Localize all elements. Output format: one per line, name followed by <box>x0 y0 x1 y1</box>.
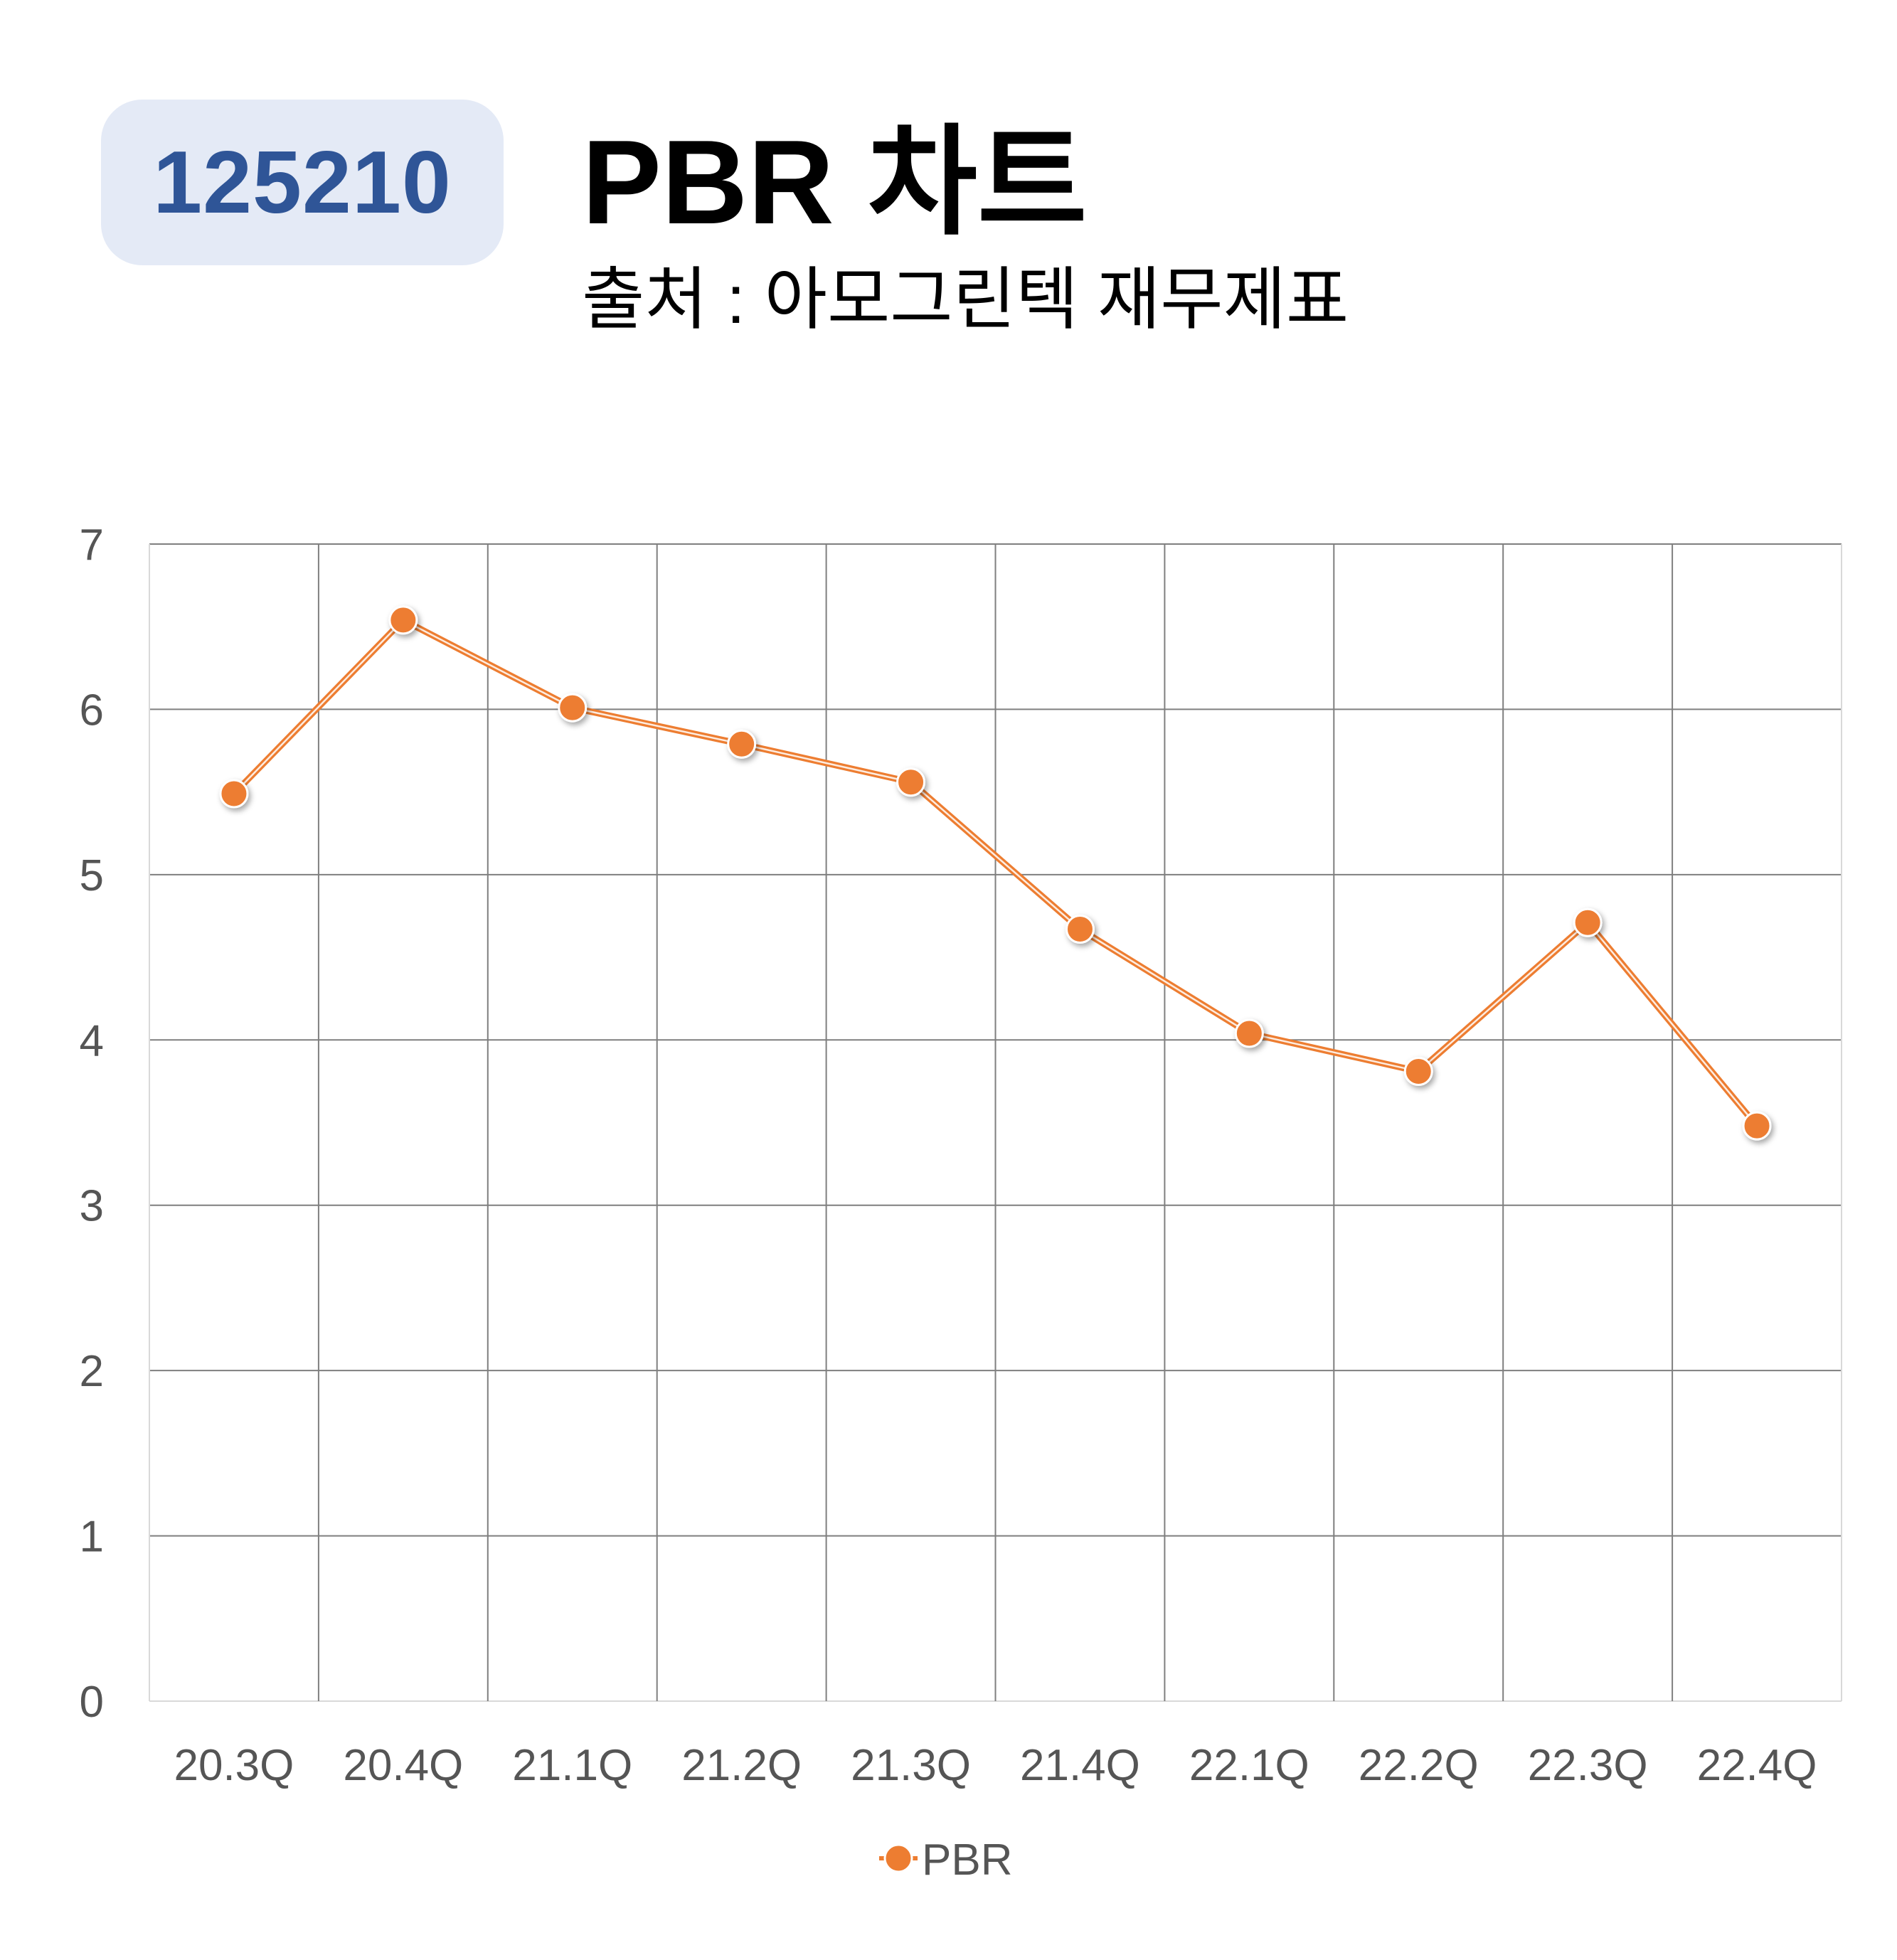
data-point <box>1573 907 1603 937</box>
legend: PBR <box>879 1836 1012 1885</box>
data-point <box>219 779 249 809</box>
y-tick-label: 0 <box>80 1678 104 1727</box>
data-point <box>1234 1018 1264 1048</box>
y-tick-label: 6 <box>80 686 104 735</box>
x-tick-label: 20.4Q <box>343 1741 463 1790</box>
data-point <box>727 729 757 759</box>
stock-code-badge: 125210 <box>101 100 504 265</box>
x-tick-label: 21.3Q <box>851 1741 971 1790</box>
data-point <box>1403 1056 1433 1086</box>
series-pbr <box>219 605 1772 1141</box>
legend-label: PBR <box>922 1836 1012 1885</box>
x-tick-label: 21.4Q <box>1020 1741 1140 1790</box>
chart-subtitle: 출처 : 아모그린텍 재무제표 <box>582 262 1349 338</box>
data-point <box>1065 915 1095 944</box>
y-tick-label: 1 <box>80 1513 104 1562</box>
chart-title: PBR 차트 <box>582 115 1088 249</box>
y-tick-label: 7 <box>80 521 104 570</box>
grid-lines <box>149 543 1842 1702</box>
y-tick-label: 4 <box>80 1016 104 1065</box>
legend-marker <box>883 1843 913 1873</box>
x-tick-label: 21.2Q <box>681 1741 802 1790</box>
x-tick-label: 22.4Q <box>1697 1741 1817 1790</box>
x-tick-label: 22.2Q <box>1359 1741 1479 1790</box>
y-tick-label: 2 <box>80 1347 104 1396</box>
x-axis: 20.3Q 20.4Q 21.1Q 21.2Q 21.3Q 21.4Q 22.1Q 22.2Q… <box>174 1741 1817 1790</box>
stock-code: 125210 <box>153 133 452 232</box>
y-tick-label: 5 <box>80 851 104 900</box>
data-point <box>896 767 926 797</box>
x-tick-label: 22.3Q <box>1528 1741 1648 1790</box>
data-point <box>388 605 418 635</box>
y-axis: 0 1 2 3 4 5 6 7 <box>80 521 104 1727</box>
x-tick-label: 22.1Q <box>1189 1741 1309 1790</box>
x-tick-label: 20.3Q <box>174 1741 294 1790</box>
data-point <box>558 693 588 723</box>
series-line-highlight <box>233 619 1758 1127</box>
x-tick-label: 21.1Q <box>512 1741 632 1790</box>
y-tick-label: 3 <box>80 1182 104 1231</box>
data-point <box>1742 1111 1772 1141</box>
